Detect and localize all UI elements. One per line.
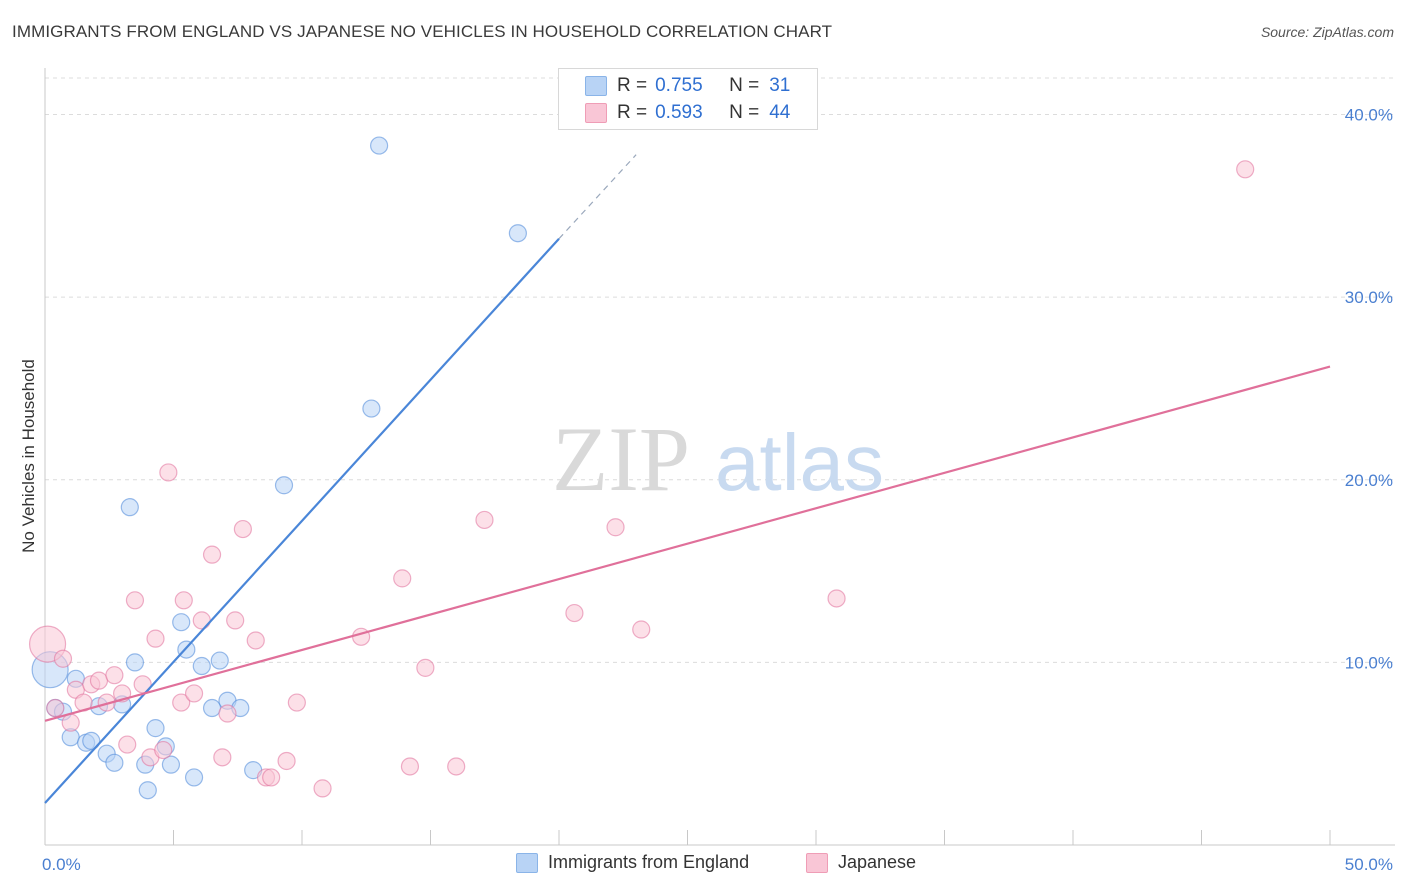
data-point	[508, 224, 527, 243]
legend-n-label: N =	[729, 102, 760, 123]
legend-n-label: N =	[729, 75, 760, 96]
data-point	[827, 589, 846, 608]
series-legend-england[interactable]: Immigrants from England	[516, 852, 749, 873]
data-point	[362, 399, 381, 418]
data-point	[262, 768, 281, 787]
data-point	[46, 698, 65, 718]
data-point	[184, 684, 204, 703]
data-point	[82, 731, 101, 751]
x-tick-label-max: 50.0%	[1345, 855, 1393, 874]
data-point	[400, 757, 420, 776]
trend-line-england	[44, 237, 560, 804]
data-point	[606, 518, 625, 537]
series-label-england: Immigrants from England	[548, 852, 750, 872]
data-point	[146, 719, 165, 738]
data-point	[393, 569, 412, 588]
watermark-atlas: atlas	[715, 418, 884, 507]
data-point	[61, 713, 80, 732]
data-point	[125, 591, 145, 610]
tick-labels: 10.0% 20.0% 30.0% 40.0% 0.0% 50.0%	[42, 106, 1393, 874]
legend-r-label: R =	[617, 75, 648, 96]
correlation-legend: R = 0.755 N = 31 R = 0.593 N = 44	[558, 68, 818, 130]
data-point	[313, 779, 332, 798]
legend-row-england: R = 0.755 N = 31	[585, 74, 791, 98]
data-point	[53, 649, 73, 668]
y-tick-label: 40.0%	[1345, 106, 1393, 125]
trend-extension-england	[558, 154, 637, 240]
data-point	[233, 519, 252, 539]
data-point	[105, 753, 124, 772]
data-point	[287, 693, 306, 712]
legend-r-value: 0.755	[655, 75, 703, 96]
data-point	[246, 631, 265, 650]
series-label-japanese: Japanese	[838, 852, 917, 872]
chart-title: IMMIGRANTS FROM ENGLAND VS JAPANESE NO V…	[12, 22, 833, 41]
legend-r-value: 0.593	[655, 102, 703, 123]
data-point	[172, 613, 191, 632]
legend-r-label: R =	[617, 102, 648, 123]
data-point	[447, 757, 466, 776]
data-point	[475, 510, 494, 530]
data-point	[565, 603, 584, 623]
source-label: Source: ZipAtlas.com	[1260, 24, 1394, 40]
series-swatch-england	[516, 852, 538, 873]
data-point	[105, 666, 124, 685]
data-point	[1236, 160, 1255, 179]
data-point	[192, 611, 211, 630]
data-point	[118, 735, 137, 754]
data-point	[213, 748, 232, 767]
y-axis-label: No Vehicles in Household	[19, 359, 38, 553]
legend-row-japanese: R = 0.593 N = 44	[585, 101, 791, 125]
data-point	[138, 781, 157, 800]
watermark: ZIP atlas	[552, 408, 884, 510]
data-point	[146, 629, 165, 648]
data-point	[154, 740, 173, 760]
y-tick-label: 20.0%	[1345, 471, 1393, 490]
data-point	[174, 591, 193, 610]
trend-line-japanese	[44, 365, 1331, 722]
data-point	[161, 755, 181, 774]
data-point	[202, 698, 222, 718]
data-point	[125, 653, 145, 672]
data-point	[172, 693, 191, 712]
data-point	[632, 620, 651, 639]
data-point	[89, 671, 109, 690]
axes	[44, 68, 1395, 846]
data-point	[120, 498, 139, 517]
x-tick-label-min: 0.0%	[42, 855, 81, 874]
data-point	[210, 651, 229, 670]
legend-n-value: 31	[769, 75, 791, 96]
data-point	[226, 611, 245, 630]
series-legend: Immigrants from England Japanese	[0, 852, 1406, 876]
data-point	[277, 751, 296, 771]
legend-n-value: 44	[769, 102, 791, 123]
data-point	[184, 768, 204, 787]
series-legend-japanese[interactable]: Japanese	[806, 852, 916, 873]
data-point	[370, 136, 389, 155]
gridlines	[45, 77, 1395, 663]
data-point	[218, 704, 237, 723]
data-point	[416, 658, 435, 677]
watermark-zip: ZIP	[552, 408, 690, 510]
legend-swatch-england	[585, 76, 607, 96]
legend-swatch-japanese	[585, 103, 607, 123]
series-swatch-japanese	[806, 852, 828, 873]
data-point	[192, 656, 211, 676]
trend-lines	[44, 154, 1331, 804]
data-point	[202, 545, 222, 564]
data-point	[274, 476, 294, 495]
y-tick-label: 30.0%	[1345, 288, 1393, 307]
data-point	[352, 627, 371, 646]
data-point	[159, 463, 178, 482]
y-tick-label: 10.0%	[1345, 653, 1393, 672]
